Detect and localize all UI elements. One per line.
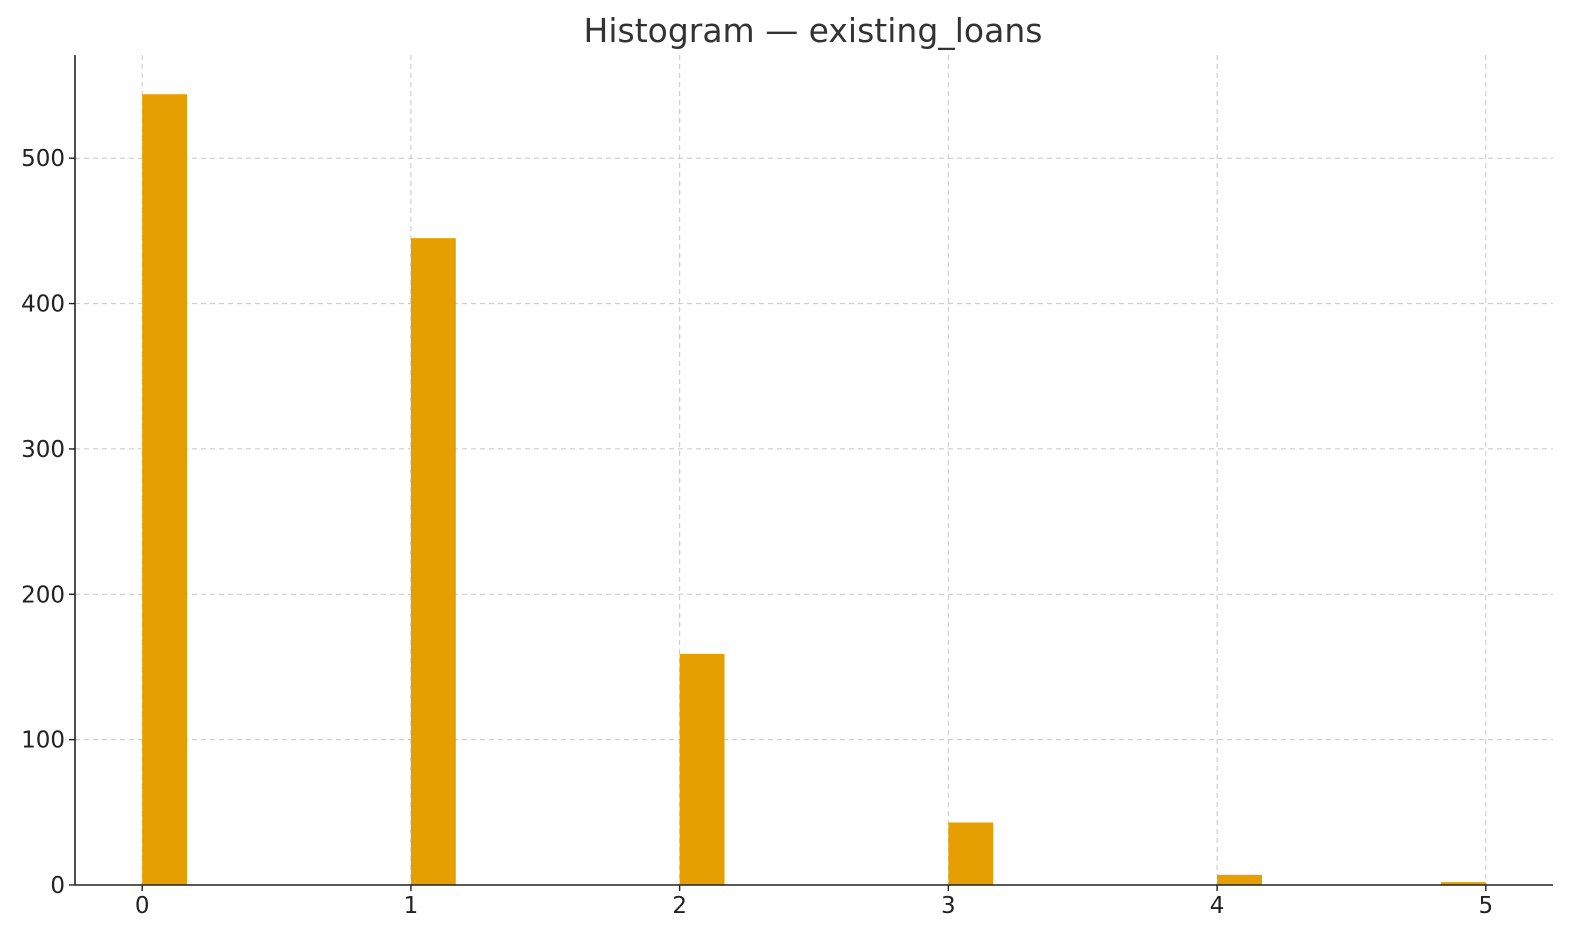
histogram-bar	[679, 653, 725, 885]
axis-layer: 0 1 2 3 4 5 0 100 200 300 400 500	[21, 55, 1553, 919]
grid-layer	[75, 55, 1553, 885]
histogram-bar	[948, 822, 994, 885]
histogram-bar	[142, 94, 188, 885]
x-tick-label: 3	[941, 893, 956, 919]
histogram-bar	[410, 238, 456, 886]
y-tick-label: 400	[21, 292, 65, 318]
bar-layer	[142, 94, 1486, 886]
y-tick-label: 200	[21, 582, 65, 608]
x-tick-label: 4	[1210, 893, 1225, 919]
histogram-bar	[1217, 874, 1262, 885]
x-tick-label: 2	[672, 893, 687, 919]
y-tick-label: 500	[21, 146, 65, 172]
y-tick-label: 0	[50, 873, 65, 899]
y-tick-label: 300	[21, 437, 65, 463]
x-tick-label: 1	[404, 893, 419, 919]
y-tick-label: 100	[21, 728, 65, 754]
histogram-bar	[1440, 882, 1486, 885]
chart-title: Histogram — existing_loans	[584, 11, 1043, 50]
x-tick-label: 0	[135, 893, 150, 919]
x-tick-label: 5	[1478, 893, 1493, 919]
